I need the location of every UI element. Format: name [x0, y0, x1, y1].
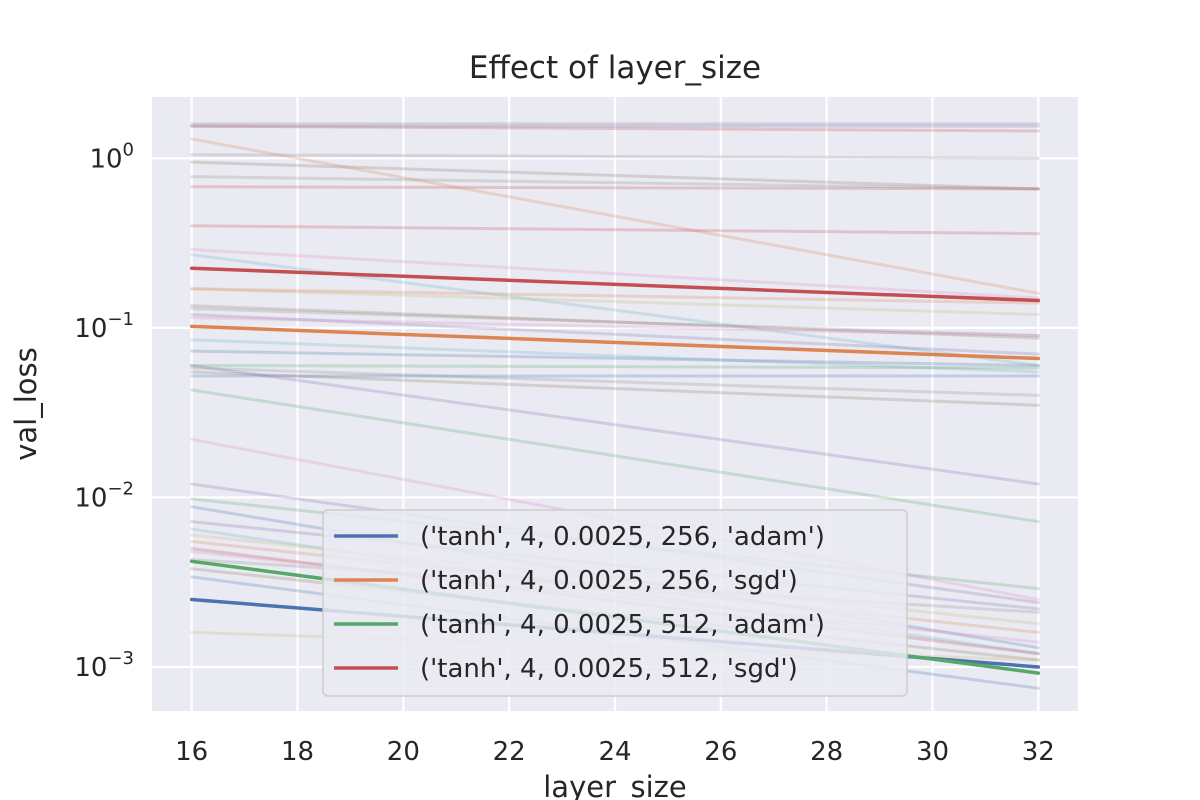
series-line: [189, 266, 1041, 303]
background-series-line: [190, 224, 1040, 236]
x-tick-labels: 16 18 20 22 24 26 28 30 32: [175, 737, 1055, 767]
background-series-line: [190, 248, 1040, 300]
y-tick-label: 10−1: [74, 309, 134, 344]
x-tick-label: 30: [916, 737, 949, 767]
background-series-line: [190, 366, 1040, 397]
legend-label: ('tanh', 4, 0.0025, 256, 'sgd'): [420, 566, 798, 596]
background-series-line: [190, 137, 1040, 295]
x-tick-label: 22: [493, 737, 526, 767]
legend-label: ('tanh', 4, 0.0025, 512, 'adam'): [420, 610, 825, 640]
chart-title: Effect of layer_size: [469, 50, 761, 86]
background-series-line: [190, 287, 1040, 305]
y-tick-label: 100: [89, 139, 134, 174]
background-series-line: [190, 185, 1040, 191]
background-series-line: [190, 124, 1040, 133]
legend-label: ('tanh', 4, 0.0025, 512, 'sgd'): [420, 654, 798, 684]
background-series-line: [190, 349, 1040, 367]
y-tick-label: 10−2: [74, 478, 134, 513]
x-tick-label: 28: [810, 737, 843, 767]
background-series-line: [190, 338, 1040, 374]
background-series-line: [190, 153, 1040, 160]
x-tick-label: 20: [387, 737, 420, 767]
background-series-line: [190, 388, 1040, 524]
series-line: [189, 324, 1041, 361]
background-series-line: [190, 304, 1040, 340]
background-series-line: [190, 307, 1040, 338]
x-axis-title: layer_size: [543, 770, 687, 800]
background-series-line: [190, 160, 1040, 191]
y-tick-exponent: 0: [123, 139, 134, 160]
y-axis-title: val_loss: [9, 347, 43, 461]
background-series-line: [190, 175, 1040, 191]
background-series-line: [190, 364, 1040, 486]
x-tick-label: 24: [598, 737, 631, 767]
background-series-line: [190, 313, 1040, 356]
legend-label: ('tanh', 4, 0.0025, 256, 'adam'): [420, 522, 825, 552]
legend: ('tanh', 4, 0.0025, 256, 'adam') ('tanh',…: [322, 509, 908, 697]
y-tick-exponent: −1: [107, 309, 134, 330]
background-series-line: [190, 364, 1040, 370]
y-tick-exponent: −2: [107, 478, 134, 499]
y-tick-base: 10: [89, 144, 122, 174]
y-tick-label: 10−3: [74, 648, 134, 683]
y-tick-base: 10: [74, 653, 107, 683]
y-tick-exponent: −3: [107, 648, 134, 669]
x-tick-label: 26: [704, 737, 737, 767]
x-tick-label: 16: [175, 737, 208, 767]
background-series-line: [190, 316, 1040, 338]
background-series-line: [190, 287, 1040, 316]
background-series-line: [190, 370, 1040, 407]
x-tick-label: 18: [281, 737, 314, 767]
x-tick-label: 32: [1022, 737, 1055, 767]
y-tick-base: 10: [74, 314, 107, 344]
y-tick-base: 10: [74, 483, 107, 513]
legend-box: [322, 509, 908, 697]
